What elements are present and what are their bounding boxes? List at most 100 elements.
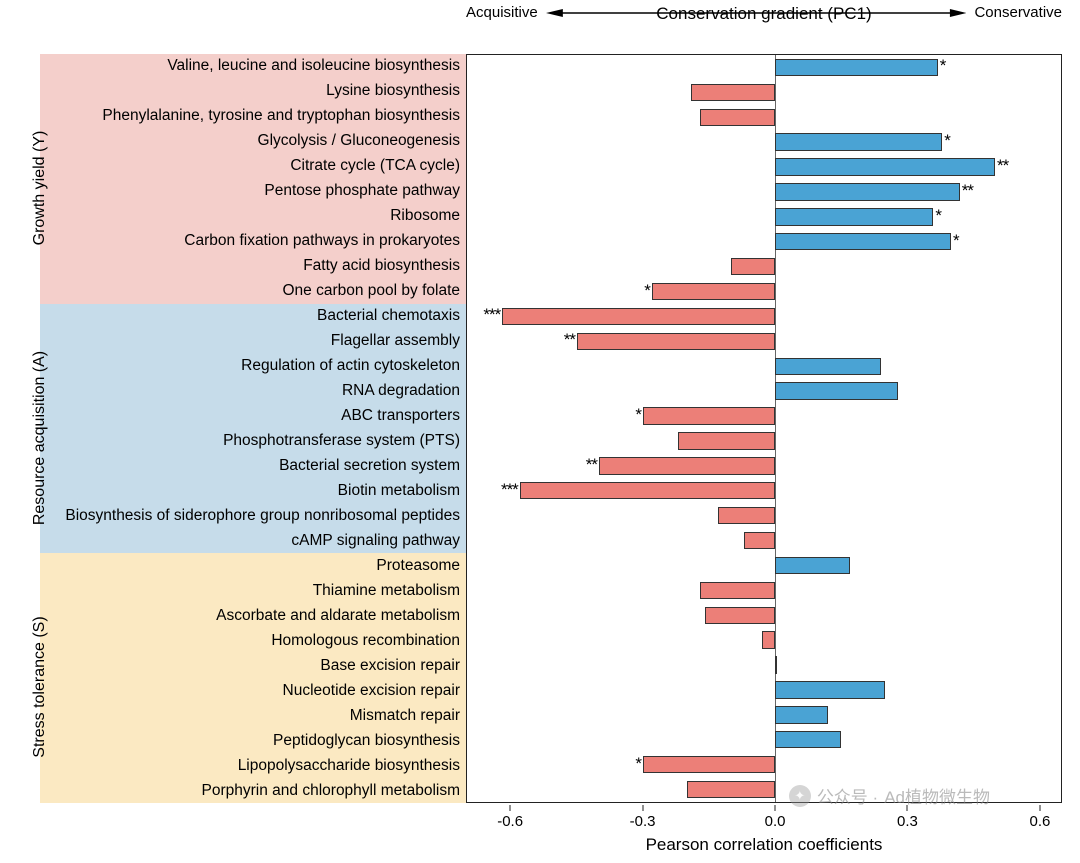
bar [731, 258, 775, 275]
x-axis: Pearson correlation coefficients -0.6-0.… [466, 805, 1062, 863]
bar [775, 557, 850, 574]
x-tick-label: 0.6 [1029, 813, 1050, 830]
bar [599, 457, 775, 474]
watermark-prefix: 公众号 · [817, 783, 878, 808]
bar [577, 333, 775, 350]
bar [643, 756, 775, 773]
bar [775, 382, 898, 399]
y-tick-label: Ribosome [60, 204, 466, 229]
plot-area: ********************* [466, 54, 1062, 803]
bar-row [467, 503, 1061, 528]
y-tick-label: Glycolysis / Gluconeogenesis [60, 129, 466, 154]
y-tick-label: Base excision repair [60, 653, 466, 678]
bar [502, 308, 775, 325]
bar [705, 607, 775, 624]
bar-row: *** [467, 304, 1061, 329]
bar [775, 681, 885, 698]
bar-row [467, 603, 1061, 628]
y-tick-label: Phenylalanine, tyrosine and tryptophan b… [60, 104, 466, 129]
significance-marker: * [635, 405, 641, 425]
y-tick-label: Phosphotransferase system (PTS) [60, 429, 466, 454]
y-tick-label: Biotin metabolism [60, 478, 466, 503]
bar [687, 781, 775, 798]
watermark: ✦ 公众号 · Ad植物微生物 [789, 783, 990, 808]
plot-body: Growth yield (Y)Resource acquisition (A)… [40, 54, 1062, 803]
bar [520, 482, 775, 499]
group-axis-label: Stress tolerance (S) [31, 587, 49, 787]
bar [678, 432, 775, 449]
bar [775, 183, 960, 200]
y-tick-label: Mismatch repair [60, 703, 466, 728]
y-tick-label: Carbon fixation pathways in prokaryotes [60, 229, 466, 254]
bar-row [467, 80, 1061, 105]
bar-row: * [467, 404, 1061, 429]
bar [652, 283, 775, 300]
y-tick-label: Citrate cycle (TCA cycle) [60, 154, 466, 179]
bar [775, 731, 841, 748]
bar [775, 706, 828, 723]
significance-marker: ** [564, 330, 575, 350]
group-strip-column: Growth yield (Y)Resource acquisition (A)… [40, 54, 60, 803]
bar-row [467, 379, 1061, 404]
bar [775, 133, 942, 150]
y-tick-label: Lysine biosynthesis [60, 79, 466, 104]
bar-row: * [467, 204, 1061, 229]
x-tick-label: 0.3 [897, 813, 918, 830]
y-tick-label: Fatty acid biosynthesis [60, 254, 466, 279]
y-tick-label: Ascorbate and aldarate metabolism [60, 603, 466, 628]
bar [775, 358, 881, 375]
double-arrow-icon [546, 7, 967, 19]
y-tick-label: Thiamine metabolism [60, 578, 466, 603]
bar [744, 532, 775, 549]
bar [643, 407, 775, 424]
bar-row: ** [467, 329, 1061, 354]
x-tick-mark [775, 805, 776, 811]
x-tick-mark [510, 805, 511, 811]
y-tick-label: Porphyrin and chlorophyll metabolism [60, 778, 466, 803]
bar [775, 158, 995, 175]
y-tick-label: Homologous recombination [60, 628, 466, 653]
bar [691, 84, 775, 101]
bar [775, 208, 933, 225]
bar-row: * [467, 55, 1061, 80]
bar-row [467, 254, 1061, 279]
y-tick-label: Flagellar assembly [60, 329, 466, 354]
bar-row [467, 727, 1061, 752]
y-tick-label: Peptidoglycan biosynthesis [60, 728, 466, 753]
y-tick-label: Nucleotide excision repair [60, 678, 466, 703]
significance-marker: * [635, 754, 641, 774]
bar [700, 582, 775, 599]
group-axis-label: Growth yield (Y) [31, 88, 49, 288]
y-tick-label: One carbon pool by folate [60, 279, 466, 304]
bar [775, 656, 777, 673]
bar-row: * [467, 130, 1061, 155]
bar-row [467, 105, 1061, 130]
significance-marker: * [644, 281, 650, 301]
significance-marker: ** [997, 156, 1008, 176]
bar-row: ** [467, 180, 1061, 205]
bar-row [467, 628, 1061, 653]
significance-marker: *** [501, 480, 518, 500]
y-tick-label: Biosynthesis of siderophore group nonrib… [60, 503, 466, 528]
top-axis-arrow-row: Acquisitive Conservative [466, 4, 1062, 21]
bar-row: *** [467, 478, 1061, 503]
significance-marker: *** [483, 305, 500, 325]
bar-row [467, 653, 1061, 678]
significance-marker: * [940, 56, 946, 76]
bar-row [467, 528, 1061, 553]
bar-row [467, 429, 1061, 454]
bar [762, 631, 775, 648]
bar [718, 507, 775, 524]
y-tick-label: Lipopolysaccharide biosynthesis [60, 753, 466, 778]
bar-row [467, 578, 1061, 603]
significance-marker: * [935, 206, 941, 226]
y-tick-label: cAMP signaling pathway [60, 528, 466, 553]
y-tick-label: Regulation of actin cytoskeleton [60, 354, 466, 379]
bar [700, 109, 775, 126]
y-tick-label: RNA degradation [60, 379, 466, 404]
significance-marker: * [944, 131, 950, 151]
y-tick-label: Pentose phosphate pathway [60, 179, 466, 204]
top-axis-right-label: Conservative [974, 4, 1062, 21]
bar [775, 59, 938, 76]
x-tick-label: 0.0 [765, 813, 786, 830]
